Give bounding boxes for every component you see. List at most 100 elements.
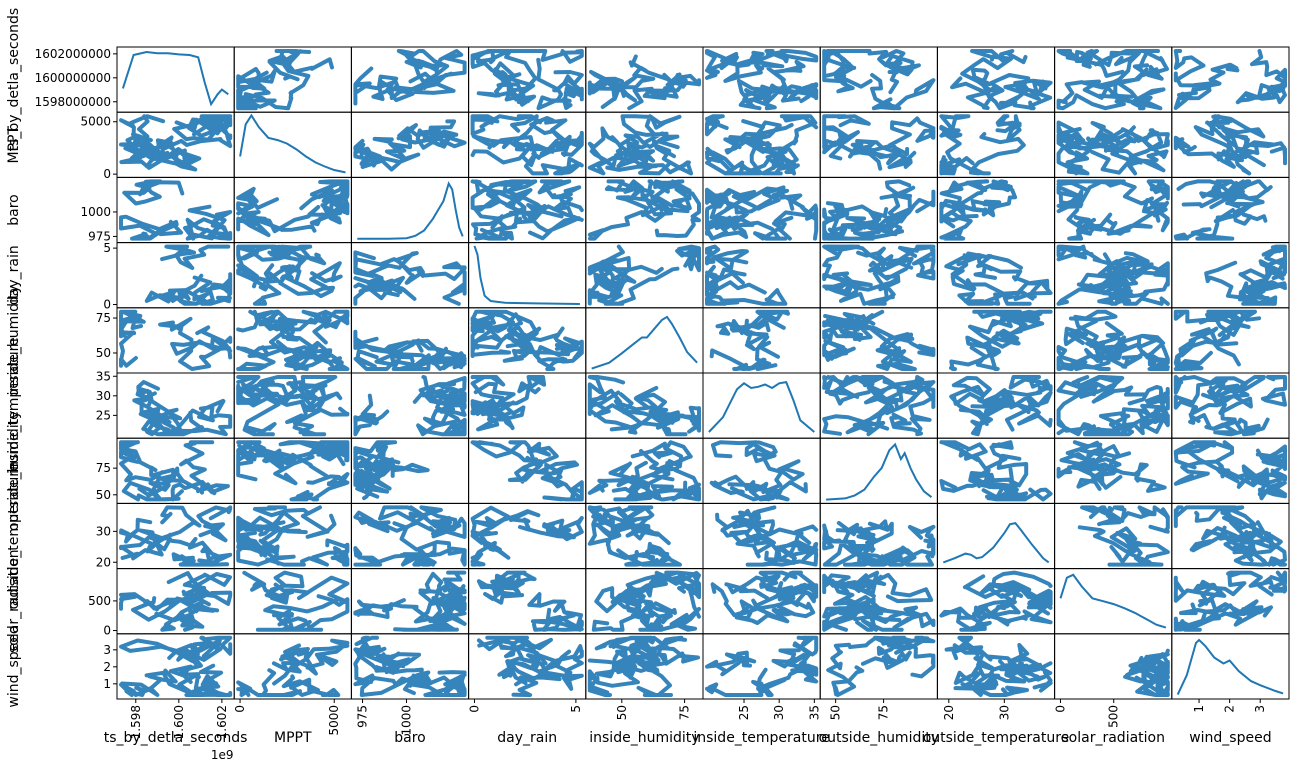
cell-outside_temperature-vs-inside_humidity xyxy=(585,502,704,570)
y-axis-label-outside_temperature: outside_temperature xyxy=(6,463,22,610)
x-axis-label-outside_humidity: outside_humidity xyxy=(819,730,939,746)
cell-MPPT-vs-day_rain xyxy=(468,111,587,178)
x-tick-label: 975 xyxy=(356,705,370,728)
scatter-points xyxy=(353,119,467,172)
scatter-points xyxy=(470,49,584,111)
scatter-points xyxy=(944,251,1053,306)
scatter-points xyxy=(132,380,233,437)
x-axis-label-baro: baro xyxy=(394,730,425,746)
scatter-points xyxy=(353,329,467,371)
cell-inside_temperature-vs-solar_radiation xyxy=(1054,372,1173,439)
cell-outside_humidity-vs-wind_speed xyxy=(1171,437,1290,504)
kde-line-ts_by_detla_seconds xyxy=(121,50,229,107)
cell-outside_humidity-vs-solar_radiation xyxy=(1054,437,1173,504)
scatter-points xyxy=(1173,375,1287,437)
x-tick-label: 500 xyxy=(1107,705,1121,728)
y-axis-label-solar_radiation: solar_radiation xyxy=(6,549,22,653)
scatter-points xyxy=(587,114,694,176)
cell-frame xyxy=(585,307,704,374)
x-tick-label: 2 xyxy=(1223,705,1237,713)
scatter-points xyxy=(1204,244,1287,306)
scatter-points xyxy=(353,49,467,106)
scatter-points xyxy=(236,638,350,697)
x-tick-label: 5 xyxy=(569,705,583,713)
cell-baro-vs-outside_humidity xyxy=(819,176,938,244)
cell-inside_humidity-vs-inside_humidity xyxy=(585,307,704,374)
scatter-points xyxy=(709,309,790,371)
x-axis-label-ts_by_detla_seconds: ts_by_detla_seconds xyxy=(104,730,248,746)
cell-outside_humidity-vs-outside_humidity xyxy=(819,437,938,504)
cell-ts_by_detla_seconds-vs-ts_by_detla_seconds xyxy=(116,46,235,113)
y-tick-label: 20 xyxy=(96,555,111,569)
cell-day_rain-vs-ts_by_detla_seconds xyxy=(116,242,235,309)
cell-outside_humidity-vs-baro xyxy=(350,437,470,504)
x-tick-label: 1000 xyxy=(399,705,413,736)
cell-solar_radiation-vs-solar_radiation xyxy=(1054,568,1173,635)
scatter-points xyxy=(1173,309,1262,371)
scatter-points xyxy=(1077,505,1170,567)
x-axis-label-solar_radiation: solar_radiation xyxy=(1061,730,1165,746)
x-tick-label: 1.598 xyxy=(129,705,143,739)
y-tick-label: 30 xyxy=(96,524,111,538)
scatter-points xyxy=(710,570,819,625)
scatter-points xyxy=(353,440,430,501)
cell-inside_humidity-vs-baro xyxy=(350,307,470,374)
y-tick-label: 0 xyxy=(103,624,111,638)
scatter-points xyxy=(470,179,584,241)
y-tick-label: 50 xyxy=(96,488,111,502)
cell-outside_temperature-vs-ts_by_detla_seconds xyxy=(116,502,235,570)
scatter-points xyxy=(826,635,936,697)
scatter-points xyxy=(705,635,819,697)
x-tick-label: 25 xyxy=(737,705,751,720)
cell-baro-vs-inside_temperature xyxy=(702,176,821,244)
cell-outside_humidity-vs-outside_temperature xyxy=(936,437,1056,504)
cell-inside_humidity-vs-outside_humidity xyxy=(819,307,938,374)
scatter-points xyxy=(587,375,701,437)
scatter-points xyxy=(119,571,233,632)
scatter-points xyxy=(1056,375,1170,437)
cell-inside_temperature-vs-baro xyxy=(350,372,470,439)
cell-baro-vs-wind_speed xyxy=(1171,176,1290,244)
scatter-points xyxy=(470,440,584,502)
y-axis-label-inside_humidity: inside_humidity xyxy=(6,285,22,395)
y-tick-label: 1 xyxy=(103,677,111,691)
y-tick-label: 75 xyxy=(96,311,111,325)
scatter-points xyxy=(1173,49,1287,110)
x-axis-label-wind_speed: wind_speed xyxy=(1189,730,1271,746)
cell-frame xyxy=(702,372,821,439)
y-tick-label: 5000 xyxy=(80,115,111,129)
scatter-points xyxy=(236,375,350,437)
scatter-points xyxy=(236,309,350,371)
x-axis-label-MPPT: MPPT xyxy=(274,730,312,746)
scatter-points xyxy=(822,114,936,171)
y-axis-label-inside_temperature: inside_temperature xyxy=(6,337,22,473)
y-tick-label: 25 xyxy=(96,408,111,422)
cell-MPPT-vs-inside_humidity xyxy=(585,111,704,178)
cell-day_rain-vs-day_rain xyxy=(468,242,587,309)
x-axis-label-inside_humidity: inside_humidity xyxy=(589,730,699,746)
x-tick-label: 50 xyxy=(615,705,629,720)
x-tick-label: 5000 xyxy=(327,705,341,736)
scatter-points xyxy=(949,375,1053,437)
y-tick-label: 3 xyxy=(103,643,111,657)
cell-outside_temperature-vs-MPPT xyxy=(233,502,352,570)
scatter-points xyxy=(353,570,467,632)
x-tick-label: 30 xyxy=(772,705,786,720)
y-axis-label-ts_by_detla_seconds: ts_by_detla_seconds xyxy=(6,8,22,152)
scatter-points xyxy=(1173,440,1287,501)
scatter-points xyxy=(236,440,350,502)
cell-day_rain-vs-solar_radiation xyxy=(1054,242,1173,309)
scatter-points xyxy=(119,309,233,371)
cell-wind_speed-vs-solar_radiation xyxy=(1054,633,1173,700)
cell-inside_humidity-vs-ts_by_detla_seconds xyxy=(116,307,235,374)
cell-outside_humidity-vs-day_rain xyxy=(468,437,587,504)
scatter-points xyxy=(587,505,682,567)
cell-ts_by_detla_seconds-vs-outside_humidity xyxy=(819,46,938,113)
cell-outside_temperature-vs-outside_humidity xyxy=(819,502,938,570)
scatter-points xyxy=(944,635,1053,697)
scatter-points xyxy=(353,250,467,306)
cell-day_rain-vs-outside_temperature xyxy=(936,242,1056,309)
cell-day_rain-vs-MPPT xyxy=(233,242,352,309)
x-tick-label: 1.602 xyxy=(215,705,229,739)
cell-solar_radiation-vs-MPPT xyxy=(233,568,352,635)
